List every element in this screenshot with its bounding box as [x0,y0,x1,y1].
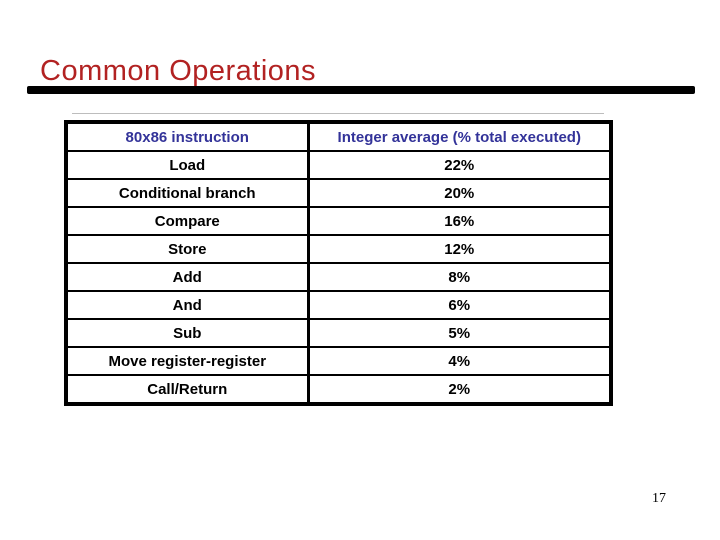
percentage-cell: 4% [307,346,612,376]
instruction-cell: Add [65,262,310,292]
instruction-cell: Sub [65,318,310,348]
table-top-shadow-line [72,113,604,114]
instruction-cell: Call/Return [65,374,310,405]
table-row: Compare 16% [65,206,612,236]
table-row: Move register-register 4% [65,346,612,376]
title-divider-rule [27,86,695,94]
table-row: And 6% [65,290,612,320]
instruction-cell: And [65,290,310,320]
percentage-cell: 5% [307,318,612,348]
operations-table-body: Load 22% Conditional branch 20% Compare 16% St… [65,150,612,405]
table-row: Load 22% [65,150,612,180]
column-header-instruction: 80x86 instruction [65,121,310,152]
page-number: 17 [652,491,666,506]
percentage-cell: 2% [307,374,612,405]
percentage-cell: 12% [307,234,612,264]
table-row: Store 12% [65,234,612,264]
percentage-cell: 8% [307,262,612,292]
table-row: Call/Return 2% [65,374,612,405]
page-title: Common Operations [40,55,317,88]
percentage-cell: 6% [307,290,612,320]
instruction-cell: Move register-register [65,346,310,376]
table-header-row: 80x86 instruction Integer average (% tot… [65,121,612,152]
table-row: Sub 5% [65,318,612,348]
operations-table: 80x86 instruction Integer average (% tot… [64,120,613,406]
instruction-cell: Conditional branch [65,178,310,208]
column-header-integer-average: Integer average (% total executed) [307,121,612,152]
instruction-cell: Load [65,150,310,180]
percentage-cell: 22% [307,150,612,180]
percentage-cell: 16% [307,206,612,236]
instruction-cell: Compare [65,206,310,236]
table-row: Add 8% [65,262,612,292]
table-row: Conditional branch 20% [65,178,612,208]
percentage-cell: 20% [307,178,612,208]
instruction-cell: Store [65,234,310,264]
